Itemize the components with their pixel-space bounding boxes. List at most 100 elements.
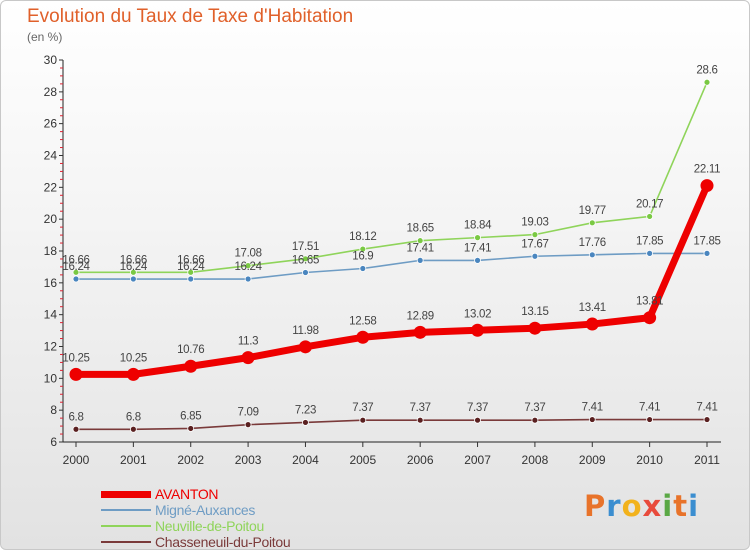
data-point-mign-auxances bbox=[416, 256, 424, 264]
y-tick-label: 6 bbox=[50, 435, 57, 449]
x-tick-label: 2006 bbox=[407, 453, 434, 467]
data-label-chasseneuil-du-poitou: 7.41 bbox=[696, 402, 717, 414]
data-point-avanton bbox=[241, 351, 255, 365]
x-tick-label: 2008 bbox=[522, 453, 549, 467]
data-label-mign-auxances: 16.24 bbox=[62, 261, 90, 273]
data-label-avanton: 22.11 bbox=[694, 164, 720, 176]
data-point-chasseneuil-du-poitou bbox=[646, 416, 654, 423]
data-point-neuville-de-poitou bbox=[302, 255, 309, 263]
data-label-neuville-de-poitou: 19.03 bbox=[521, 217, 548, 229]
legend-label: Chasseneuil-du-Poitou bbox=[155, 534, 291, 550]
y-tick-label: 22 bbox=[44, 180, 58, 194]
chart-title: Evolution du Taux de Taxe d'Habitation bbox=[27, 6, 354, 27]
y-tick-label: 18 bbox=[44, 244, 58, 258]
y-tick-label: 24 bbox=[44, 149, 58, 163]
data-label-avanton: 10.25 bbox=[62, 352, 89, 364]
data-label-neuville-de-poitou: 17.51 bbox=[292, 241, 319, 253]
data-label-mign-auxances: 16.24 bbox=[234, 261, 262, 273]
x-tick-label: 2009 bbox=[579, 453, 606, 467]
y-tick-label: 16 bbox=[44, 276, 58, 290]
x-tick-label: 2010 bbox=[636, 453, 663, 467]
logo-letter: x bbox=[642, 489, 663, 523]
data-point-avanton bbox=[184, 359, 198, 373]
data-point-neuville-de-poitou bbox=[187, 268, 195, 276]
y-tick-label: 14 bbox=[44, 308, 58, 322]
data-point-neuville-de-poitou bbox=[129, 268, 137, 276]
data-point-neuville-de-poitou bbox=[359, 245, 367, 253]
data-label-chasseneuil-du-poitou: 6.8 bbox=[68, 411, 83, 423]
data-label-avanton: 13.15 bbox=[521, 306, 548, 318]
y-tick-label: 26 bbox=[44, 117, 58, 131]
legend-label: Migné-Auxances bbox=[155, 502, 256, 518]
data-label-chasseneuil-du-poitou: 7.41 bbox=[639, 402, 660, 414]
data-label-mign-auxances: 17.67 bbox=[521, 238, 548, 250]
data-point-mign-auxances bbox=[187, 275, 195, 283]
data-point-avanton bbox=[585, 317, 599, 331]
data-label-mign-auxances: 17.85 bbox=[636, 235, 663, 247]
x-tick-label: 2004 bbox=[292, 453, 319, 467]
data-label-avanton: 10.25 bbox=[120, 352, 147, 364]
data-point-avanton bbox=[69, 367, 83, 381]
data-point-avanton bbox=[298, 340, 312, 354]
data-point-mign-auxances bbox=[244, 275, 252, 283]
data-point-chasseneuil-du-poitou bbox=[416, 416, 424, 424]
x-tick-label: 2001 bbox=[120, 453, 147, 467]
x-tick-label: 2000 bbox=[63, 453, 90, 467]
data-point-neuville-de-poitou bbox=[244, 262, 252, 270]
legend-label: Neuville-de-Poitou bbox=[155, 518, 264, 534]
data-label-chasseneuil-du-poitou: 7.37 bbox=[410, 402, 431, 414]
data-label-avanton: 13.41 bbox=[579, 302, 606, 314]
data-point-chasseneuil-du-poitou bbox=[302, 419, 309, 426]
data-label-neuville-de-poitou: 17.08 bbox=[234, 248, 261, 260]
data-label-neuville-de-poitou: 18.12 bbox=[349, 231, 376, 243]
data-point-mign-auxances bbox=[474, 256, 481, 264]
data-label-avanton: 12.58 bbox=[349, 315, 376, 327]
series-line-avanton bbox=[72, 182, 711, 378]
data-label-chasseneuil-du-poitou: 7.41 bbox=[582, 402, 603, 414]
y-tick-label: 8 bbox=[50, 403, 57, 417]
data-point-avanton bbox=[528, 321, 542, 335]
data-label-neuville-de-poitou: 16.66 bbox=[62, 254, 89, 266]
data-label-chasseneuil-du-poitou: 7.09 bbox=[237, 407, 258, 419]
data-label-chasseneuil-du-poitou: 6.8 bbox=[126, 411, 141, 423]
logo-letter: i bbox=[662, 489, 674, 523]
series-line-chasseneuil-du-poitou bbox=[75, 418, 708, 431]
y-tick-label: 12 bbox=[44, 340, 58, 354]
data-label-neuville-de-poitou: 28.6 bbox=[696, 64, 717, 76]
data-point-neuville-de-poitou bbox=[474, 234, 481, 242]
data-label-chasseneuil-du-poitou: 7.37 bbox=[467, 402, 488, 414]
chart-legend: AVANTON Migné-Auxances Neuville-de-Poitou C… bbox=[101, 486, 291, 550]
data-label-chasseneuil-du-poitou: 7.37 bbox=[352, 402, 373, 414]
data-point-avanton bbox=[643, 311, 657, 325]
data-point-avanton bbox=[471, 323, 485, 337]
data-label-neuville-de-poitou: 16.66 bbox=[120, 254, 147, 266]
data-point-chasseneuil-du-poitou bbox=[244, 421, 252, 429]
data-label-mign-auxances: 17.85 bbox=[693, 235, 720, 247]
data-point-chasseneuil-du-poitou bbox=[588, 416, 596, 423]
data-label-mign-auxances: 17.76 bbox=[579, 237, 606, 249]
legend-item: Chasseneuil-du-Poitou bbox=[101, 534, 291, 550]
data-label-chasseneuil-du-poitou: 6.85 bbox=[180, 410, 201, 422]
data-point-mign-auxances bbox=[531, 252, 539, 260]
x-tick-label: 2002 bbox=[177, 453, 204, 467]
data-label-mign-auxances: 16.65 bbox=[292, 254, 319, 266]
data-label-chasseneuil-du-poitou: 7.37 bbox=[524, 402, 545, 414]
logo-letter: i bbox=[688, 489, 700, 523]
logo-letter: o bbox=[621, 489, 643, 523]
data-label-avanton: 11.3 bbox=[238, 336, 258, 348]
legend-item: Neuville-de-Poitou bbox=[101, 518, 290, 534]
data-label-chasseneuil-du-poitou: 7.23 bbox=[295, 404, 316, 416]
data-point-mign-auxances bbox=[302, 269, 309, 276]
data-point-mign-auxances bbox=[703, 249, 711, 257]
x-tick-label: 2003 bbox=[235, 453, 262, 467]
data-label-neuville-de-poitou: 18.84 bbox=[464, 220, 492, 232]
legend-item: AVANTON bbox=[101, 486, 290, 502]
data-point-chasseneuil-du-poitou bbox=[703, 416, 711, 423]
x-tick-label: 2005 bbox=[349, 453, 376, 467]
data-point-neuville-de-poitou bbox=[646, 213, 654, 220]
data-label-mign-auxances: 17.41 bbox=[407, 242, 434, 254]
data-label-avanton: 11.98 bbox=[292, 325, 318, 337]
x-tick-label: 2007 bbox=[464, 453, 491, 467]
y-tick-label: 28 bbox=[44, 85, 58, 99]
data-point-mign-auxances bbox=[359, 265, 367, 272]
